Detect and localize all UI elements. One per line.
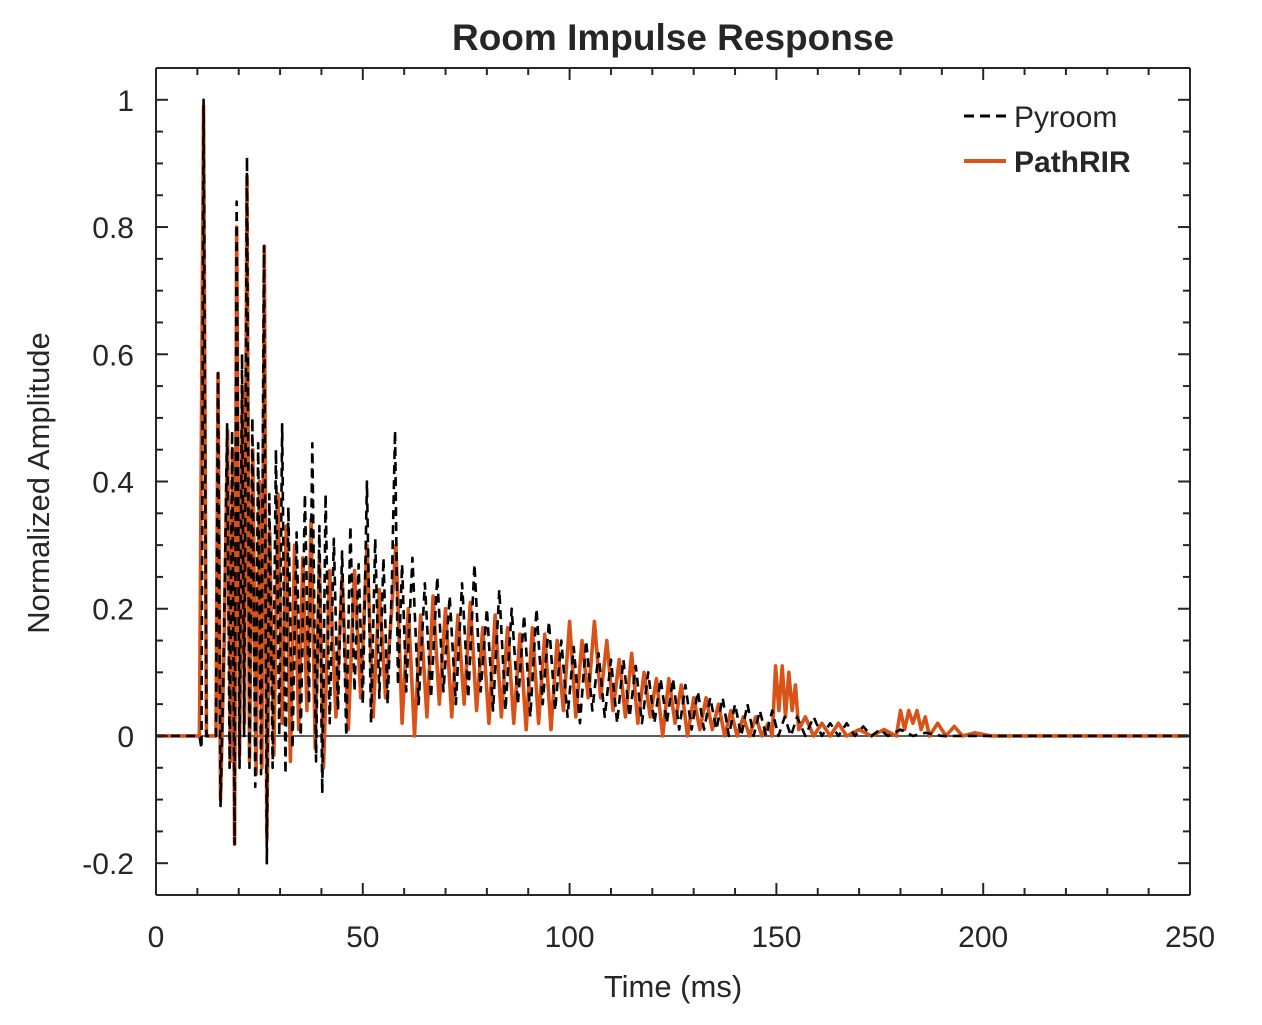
x-tick-label: 200 xyxy=(958,921,1008,954)
y-tick-label: 0 xyxy=(117,721,134,754)
y-tick-label: 0.6 xyxy=(92,339,134,372)
y-tick-label: -0.2 xyxy=(82,848,134,881)
x-tick-label: 50 xyxy=(346,921,379,954)
x-tick-label: 100 xyxy=(545,921,595,954)
legend: Pyroom PathRIR xyxy=(964,101,1131,179)
x-tick-label: 150 xyxy=(751,921,801,954)
y-tick-label: 0.2 xyxy=(92,594,134,627)
legend-label-pyroom: Pyroom xyxy=(1014,101,1117,134)
y-tick-label: 0.8 xyxy=(92,212,134,245)
plot-area xyxy=(156,98,1190,865)
chart-title: Room Impulse Response xyxy=(452,17,894,58)
y-axis-label: Normalized Amplitude xyxy=(21,332,56,634)
y-tick-label: 0.4 xyxy=(92,467,134,500)
axes: 0 50 100 150 200 250 -0.2 0 0.2 0.4 0.6 0.8 1 xyxy=(82,67,1215,954)
x-tick-label: 0 xyxy=(148,921,165,954)
legend-label-pathrir: PathRIR xyxy=(1014,146,1131,179)
series-line-pyroom xyxy=(156,98,1190,865)
x-axis-label: Time (ms) xyxy=(604,969,742,1004)
y-tick-label: 1 xyxy=(117,85,134,118)
x-tick-label: 250 xyxy=(1165,921,1215,954)
